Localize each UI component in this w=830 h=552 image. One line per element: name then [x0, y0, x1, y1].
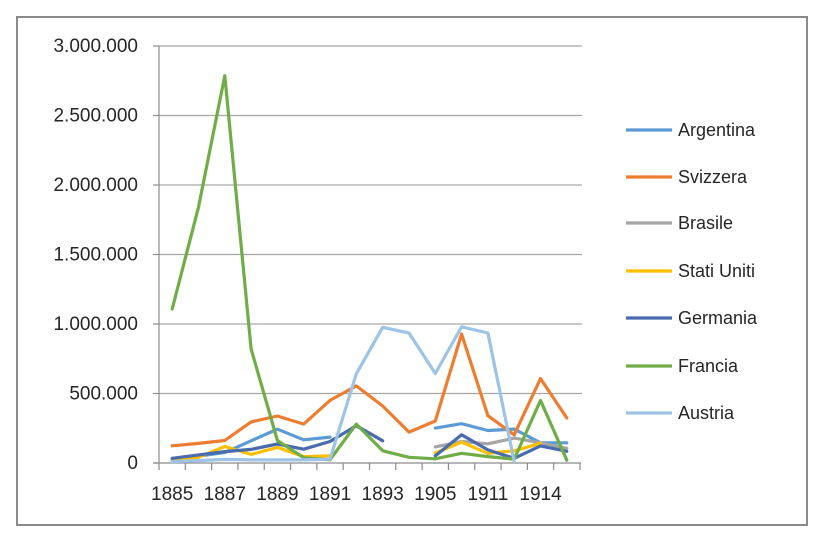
legend-label: Argentina — [678, 120, 756, 140]
y-tick-label: 0 — [127, 453, 138, 474]
y-tick-label: 2.000.000 — [53, 175, 138, 196]
y-tick-label: 1.000.000 — [53, 314, 138, 335]
y-tick-label: 3.000.000 — [53, 36, 138, 57]
x-tick-label: 1905 — [414, 484, 456, 505]
series-line — [433, 440, 543, 455]
series-line — [170, 424, 385, 460]
legend-item-argentina: Argentina — [626, 120, 756, 140]
y-tick-label: 1.500.000 — [53, 245, 138, 266]
x-tick-label: 1911 — [467, 484, 508, 505]
legend-label: Austria — [678, 403, 735, 423]
legend-item-francia: Francia — [626, 356, 739, 376]
legend-item-austria: Austria — [626, 403, 735, 423]
chart-frame: 0 500.000 1.000.000 1.500.000 2.000.000 2.500… — [16, 16, 808, 526]
line-chart: 0 500.000 1.000.000 1.500.000 2.000.000 2.500… — [53, 36, 758, 505]
x-tick-label: 1891 — [309, 484, 351, 505]
legend-item-germania: Germania — [626, 308, 758, 328]
x-axis: 1885 1887 1889 1891 1893 1905 1911 1914 — [151, 462, 581, 505]
series-germania — [170, 424, 569, 460]
series-line — [170, 74, 569, 462]
series-austria — [170, 325, 516, 464]
x-tick-label: 1885 — [151, 484, 193, 505]
legend-item-stati-uniti: Stati Uniti — [626, 261, 755, 281]
legend: Argentina Svizzera Brasile Stati Uniti Germa… — [626, 120, 758, 423]
legend-label: Francia — [678, 356, 739, 376]
series-line — [433, 433, 569, 460]
gridlines — [159, 45, 582, 395]
series-line — [170, 325, 516, 464]
series-lines — [170, 74, 569, 464]
series-svizzera — [170, 332, 569, 448]
x-tick-label: 1914 — [519, 484, 562, 505]
x-tick-label: 1889 — [256, 484, 298, 505]
legend-label: Stati Uniti — [678, 261, 755, 281]
legend-label: Svizzera — [678, 167, 748, 187]
y-axis: 0 500.000 1.000.000 1.500.000 2.000.000 2.500… — [53, 36, 160, 474]
x-tick-label: 1893 — [362, 484, 404, 505]
legend-item-brasile: Brasile — [626, 213, 733, 233]
y-tick-label: 500.000 — [69, 384, 138, 405]
x-tick-label: 1887 — [204, 484, 246, 505]
legend-label: Germania — [678, 308, 758, 328]
legend-item-svizzera: Svizzera — [626, 167, 748, 187]
y-tick-label: 2.500.000 — [53, 106, 138, 127]
series-francia — [170, 74, 569, 462]
legend-label: Brasile — [678, 213, 733, 233]
series-line — [170, 332, 569, 448]
